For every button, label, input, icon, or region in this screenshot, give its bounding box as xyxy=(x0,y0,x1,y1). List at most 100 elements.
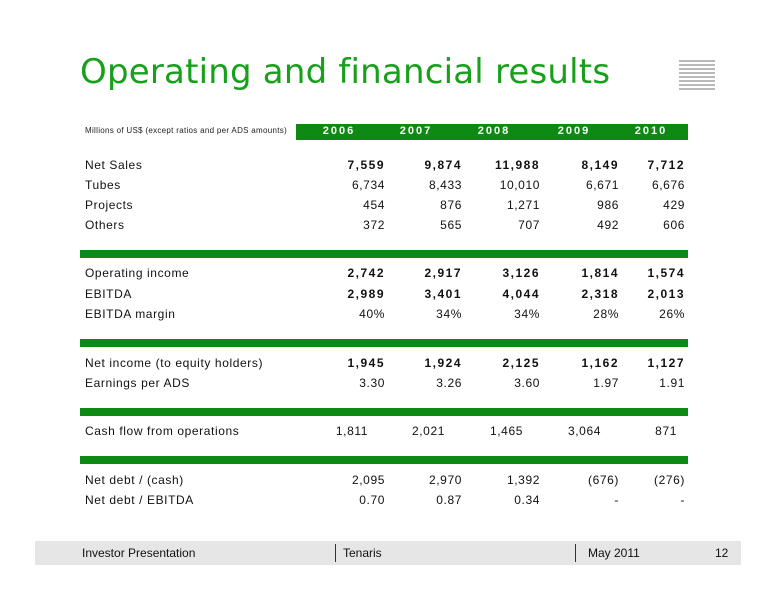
cell-2007: 1,924 xyxy=(424,356,462,370)
cell-2009: - xyxy=(614,493,619,507)
row-label: EBITDA xyxy=(85,287,132,301)
cell-2007: 8,433 xyxy=(428,178,462,192)
row-label: Tubes xyxy=(85,178,121,192)
footer-divider xyxy=(575,544,576,562)
table-row-others: Others 372 565 707 492 606 xyxy=(85,218,688,236)
cell-2008: 34% xyxy=(514,307,540,321)
group-separator xyxy=(80,456,688,464)
cell-2006: 2,095 xyxy=(351,473,385,487)
cell-2006: 372 xyxy=(363,218,385,232)
cell-2006: 1,945 xyxy=(347,356,385,370)
cell-2010: - xyxy=(680,493,685,507)
row-label: Net Sales xyxy=(85,158,143,172)
row-label: Net debt / (cash) xyxy=(85,473,184,487)
cell-2007: 3,401 xyxy=(424,287,462,301)
row-label: Net income (to equity holders) xyxy=(85,356,264,370)
cell-2006: 2,989 xyxy=(347,287,385,301)
year-header-2008: 2008 xyxy=(477,125,511,137)
year-header-2010: 2010 xyxy=(634,125,668,137)
cell-2010: 871 xyxy=(655,424,677,438)
footer-bar: Investor Presentation Tenaris May 2011 1… xyxy=(35,541,741,565)
table-row-tubes: Tubes 6,734 8,433 10,010 6,671 6,676 xyxy=(85,178,688,196)
table-row-operating-income: Operating income 2,742 2,917 3,126 1,814… xyxy=(85,266,688,284)
table-row-ebitda-margin: EBITDA margin 40% 34% 34% 28% 26% xyxy=(85,307,688,325)
cell-2009: 8,149 xyxy=(581,158,619,172)
row-label: Operating income xyxy=(85,266,190,280)
cell-2006: 454 xyxy=(363,198,385,212)
cell-2009: (676) xyxy=(587,473,619,487)
cell-2008: 3,126 xyxy=(502,266,540,280)
cell-2008: 11,988 xyxy=(494,158,540,172)
group-separator xyxy=(80,408,688,416)
cell-2007: 3.26 xyxy=(436,376,462,390)
cell-2008: 1,465 xyxy=(489,424,523,438)
footer-presentation-title: Investor Presentation xyxy=(82,546,196,560)
cell-2007: 876 xyxy=(440,198,462,212)
cell-2009: 492 xyxy=(597,218,619,232)
cell-2010: 26% xyxy=(659,307,685,321)
cell-2007: 2,970 xyxy=(428,473,462,487)
group-separator xyxy=(80,250,688,258)
table-row-net-sales: Net Sales 7,559 9,874 11,988 8,149 7,712 xyxy=(85,158,688,176)
cell-2009: 1.97 xyxy=(593,376,619,390)
cell-2008: 1,271 xyxy=(506,198,540,212)
row-label: EBITDA margin xyxy=(85,307,176,321)
cell-2007: 2,917 xyxy=(424,266,462,280)
footer-divider xyxy=(335,544,336,562)
year-header-2009: 2009 xyxy=(557,125,591,137)
cell-2006: 0.70 xyxy=(359,493,385,507)
cell-2008: 0.34 xyxy=(514,493,540,507)
units-note: Millions of US$ (except ratios and per A… xyxy=(85,126,288,135)
cell-2010: 7,712 xyxy=(647,158,685,172)
cell-2009: 986 xyxy=(597,198,619,212)
cell-2007: 0.87 xyxy=(436,493,462,507)
cell-2006: 7,559 xyxy=(347,158,385,172)
cell-2006: 6,734 xyxy=(351,178,385,192)
cell-2009: 1,814 xyxy=(581,266,619,280)
cell-2008: 10,010 xyxy=(499,178,540,192)
cell-2009: 28% xyxy=(593,307,619,321)
row-label: Net debt / EBITDA xyxy=(85,493,194,507)
table-row-net-income: Net income (to equity holders) 1,945 1,9… xyxy=(85,356,688,374)
cell-2009: 3,064 xyxy=(567,424,601,438)
cell-2007: 2,021 xyxy=(411,424,445,438)
cell-2010: 1,574 xyxy=(647,266,685,280)
cell-2006: 40% xyxy=(359,307,385,321)
cell-2010: 429 xyxy=(663,198,685,212)
cell-2007: 9,874 xyxy=(424,158,462,172)
row-label: Projects xyxy=(85,198,134,212)
cell-2007: 34% xyxy=(436,307,462,321)
cell-2010: 2,013 xyxy=(647,287,685,301)
row-label: Cash flow from operations xyxy=(85,424,240,438)
cell-2008: 3.60 xyxy=(514,376,540,390)
cell-2010: 1,127 xyxy=(647,356,685,370)
table-row-ebitda: EBITDA 2,989 3,401 4,044 2,318 2,013 xyxy=(85,287,688,305)
cell-2009: 1,162 xyxy=(581,356,619,370)
table-row-net-debt: Net debt / (cash) 2,095 2,970 1,392 (676… xyxy=(85,473,688,491)
cell-2010: 6,676 xyxy=(651,178,685,192)
cell-2008: 2,125 xyxy=(502,356,540,370)
logo-lines-icon xyxy=(679,60,715,92)
cell-2009: 6,671 xyxy=(585,178,619,192)
cell-2006: 1,811 xyxy=(335,424,368,438)
cell-2008: 707 xyxy=(518,218,540,232)
year-header-2006: 2006 xyxy=(322,125,356,137)
cell-2010: (276) xyxy=(653,473,685,487)
group-separator xyxy=(80,339,688,347)
table-row-projects: Projects 454 876 1,271 986 429 xyxy=(85,198,688,216)
cell-2010: 606 xyxy=(663,218,685,232)
cell-2008: 4,044 xyxy=(502,287,540,301)
footer-company: Tenaris xyxy=(343,546,382,560)
row-label: Earnings per ADS xyxy=(85,376,190,390)
table-row-cash-flow: Cash flow from operations 1,811 2,021 1,… xyxy=(85,424,688,442)
page-number: 12 xyxy=(715,546,729,560)
footer-date: May 2011 xyxy=(588,546,640,560)
cell-2006: 3.30 xyxy=(359,376,385,390)
cell-2006: 2,742 xyxy=(347,266,385,280)
cell-2008: 1,392 xyxy=(506,473,540,487)
year-header-bar xyxy=(296,124,688,140)
page-title: Operating and financial results xyxy=(80,52,611,92)
cell-2010: 1.91 xyxy=(659,376,685,390)
row-label: Others xyxy=(85,218,125,232)
table-row-net-debt-ebitda: Net debt / EBITDA 0.70 0.87 0.34 - - xyxy=(85,493,688,511)
